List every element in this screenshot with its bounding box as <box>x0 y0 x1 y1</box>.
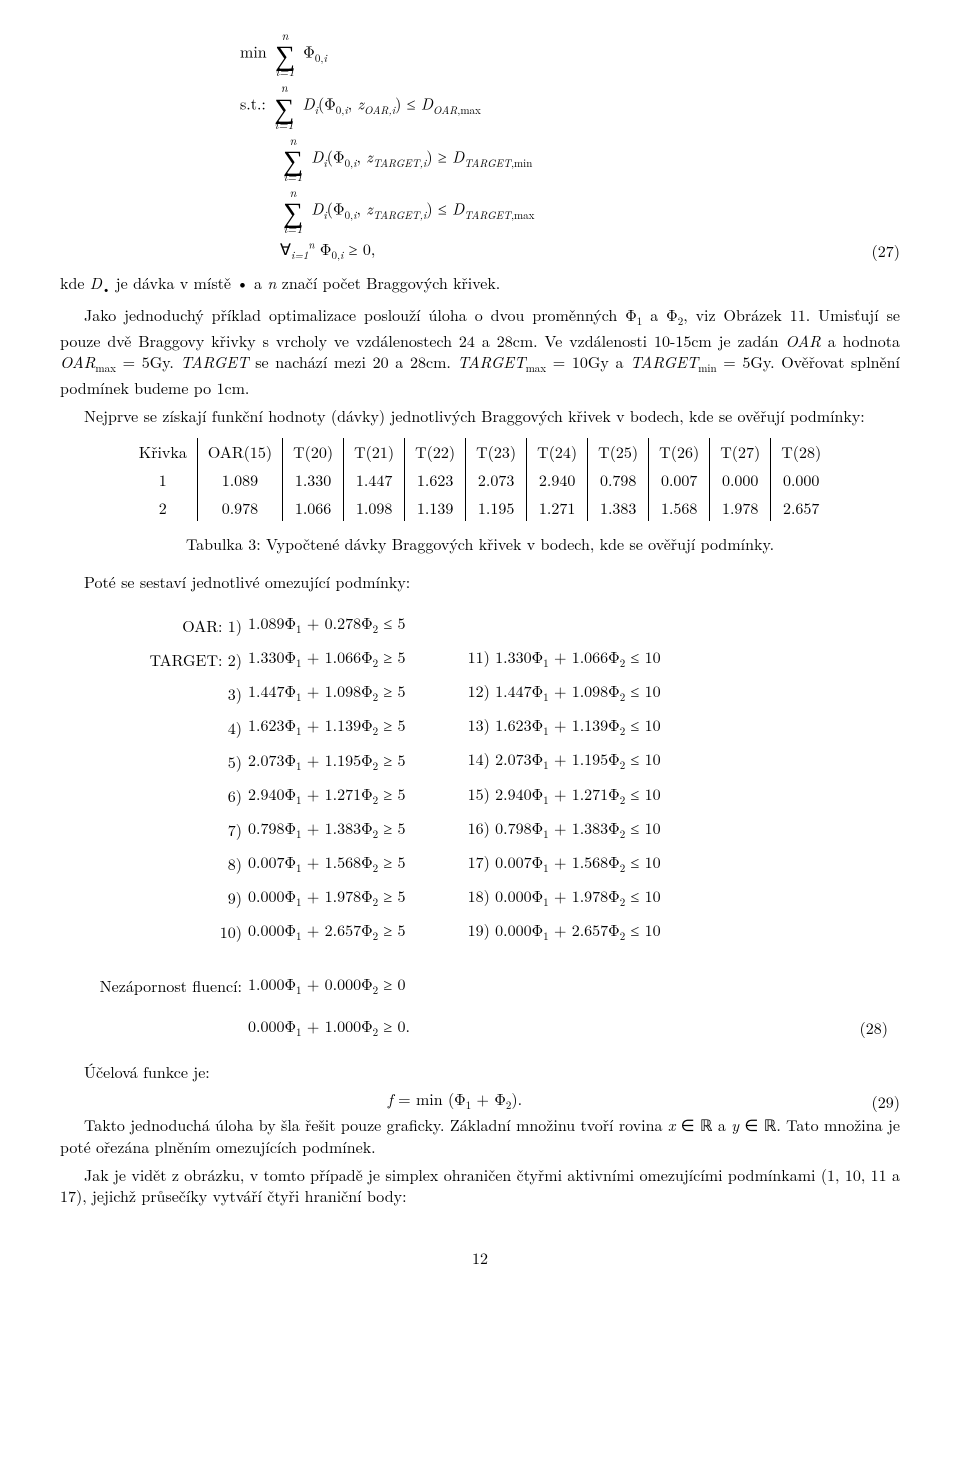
c3: 1.447Φ1 + 1.098Φ2 ≥ 5 <box>248 680 406 706</box>
c19: 19) 0.000Φ1 + 2.657Φ2 ≤ 10 <box>468 919 661 945</box>
para-simplex: Jak je vidět z obrázku, v tomto případě … <box>60 1164 900 1207</box>
eqnum-27: (27) <box>850 240 900 262</box>
table-3: Křivka OAR(15) T(20) T(21) T(22) T(23) T… <box>129 438 831 521</box>
para-graphical: Takto jednoduchá úloha by šla řešit pouz… <box>60 1114 900 1157</box>
th-t20: T(20) <box>283 438 344 466</box>
th-t25: T(25) <box>588 438 649 466</box>
oar-label: OAR: 1) <box>72 615 248 637</box>
eq-29: f = min (Φ1 + Φ2). <box>60 1088 850 1114</box>
th-krivka: Křivka <box>129 438 198 466</box>
c15: 15) 2.940Φ1 + 1.271Φ2 ≤ 10 <box>468 783 661 809</box>
obj-line: min n∑i=1 Φ0,i <box>60 28 900 80</box>
c10: 0.000Φ1 + 2.657Φ2 ≥ 5 <box>248 919 406 945</box>
para-example: Jako jednoduchý příklad optimalizace pos… <box>60 304 900 399</box>
nonneg-label: Nezápornost fluencí: <box>72 975 248 997</box>
c2: 1.330Φ1 + 1.066Φ2 ≥ 5 <box>248 646 406 672</box>
nez1: 1.000Φ1 + 0.000Φ2 ≥ 0 <box>248 973 406 999</box>
c6: 2.940Φ1 + 1.271Φ2 ≥ 5 <box>248 783 406 809</box>
eq-29-row: f = min (Φ1 + Φ2). (29) <box>60 1088 900 1114</box>
eqnum-28: (28) <box>838 1017 888 1039</box>
th-t21: T(21) <box>344 438 405 466</box>
page-number: 12 <box>60 1247 900 1269</box>
c12: 12) 1.447Φ1 + 1.098Φ2 ≤ 10 <box>468 680 661 706</box>
c7: 0.798Φ1 + 1.383Φ2 ≥ 5 <box>248 817 406 843</box>
c8: 0.007Φ1 + 1.568Φ2 ≥ 5 <box>248 851 406 877</box>
th-t23: T(23) <box>466 438 527 466</box>
para-objective: Účelová funkce je: <box>60 1061 900 1083</box>
th-oar15: OAR(15) <box>197 438 282 466</box>
eqnum-29: (29) <box>850 1091 900 1113</box>
para-kde: kde D• je dávka v místě • a n značí poče… <box>60 272 900 298</box>
constraints-block: OAR: 1) 1.089Φ1 + 0.278Φ2 ≤ 5 TARGET: 2)… <box>60 604 900 952</box>
table-header-row: Křivka OAR(15) T(20) T(21) T(22) T(23) T… <box>129 438 831 466</box>
table-row: 1 1.089 1.330 1.447 1.623 2.073 2.940 0.… <box>129 466 831 494</box>
th-t27: T(27) <box>710 438 771 466</box>
c13: 13) 1.623Φ1 + 1.139Φ2 ≤ 10 <box>468 714 661 740</box>
th-t24: T(24) <box>527 438 588 466</box>
c16: 16) 0.798Φ1 + 1.383Φ2 ≤ 10 <box>468 817 661 843</box>
c5: 2.073Φ1 + 1.195Φ2 ≥ 5 <box>248 749 406 775</box>
c17: 17) 0.007Φ1 + 1.568Φ2 ≤ 10 <box>468 851 661 877</box>
para-constraints-intro: Poté se sestaví jednotlivé omezující pod… <box>60 571 900 593</box>
constraint-1: s.t.: n∑i=1 Di(Φ0,i, zOAR,i) ≤ DOAR,max <box>60 80 900 132</box>
table-3-caption: Tabulka 3: Vypočtené dávky Braggových kř… <box>60 533 900 555</box>
oar-eq: 1.089Φ1 + 0.278Φ2 ≤ 5 <box>248 612 406 638</box>
nez2: 0.000Φ1 + 1.000Φ2 ≥ 0. <box>248 1015 410 1041</box>
para-first-values: Nejprve se získají funkční hodnoty (dávk… <box>60 405 900 427</box>
constraint-2: n∑i=1 Di(Φ0,i, zTARGET,i) ≥ DTARGET,min <box>60 133 900 185</box>
c18: 18) 0.000Φ1 + 1.978Φ2 ≤ 10 <box>468 885 661 911</box>
c11: 11) 1.330Φ1 + 1.066Φ2 ≤ 10 <box>468 646 661 672</box>
constraint-4: ∀i=1n Φ0,i ≥ 0, <box>60 238 850 264</box>
c14: 14) 2.073Φ1 + 1.195Φ2 ≤ 10 <box>468 748 661 774</box>
nonneg-block: Nezápornost fluencí: 1.000Φ1 + 0.000Φ2 ≥… <box>60 965 900 1049</box>
c9: 0.000Φ1 + 1.978Φ2 ≥ 5 <box>248 885 406 911</box>
th-t26: T(26) <box>649 438 710 466</box>
optimization-block: min n∑i=1 Φ0,i s.t.: n∑i=1 Di(Φ0,i, zOAR… <box>60 28 900 264</box>
table-row: 2 0.978 1.066 1.098 1.139 1.195 1.271 1.… <box>129 494 831 522</box>
c4: 1.623Φ1 + 1.139Φ2 ≥ 5 <box>248 714 406 740</box>
target-label: TARGET: 2) <box>72 649 248 671</box>
constraint-3: n∑i=1 Di(Φ0,i, zTARGET,i) ≤ DTARGET,max <box>60 185 900 237</box>
th-t22: T(22) <box>405 438 466 466</box>
th-t28: T(28) <box>771 438 832 466</box>
